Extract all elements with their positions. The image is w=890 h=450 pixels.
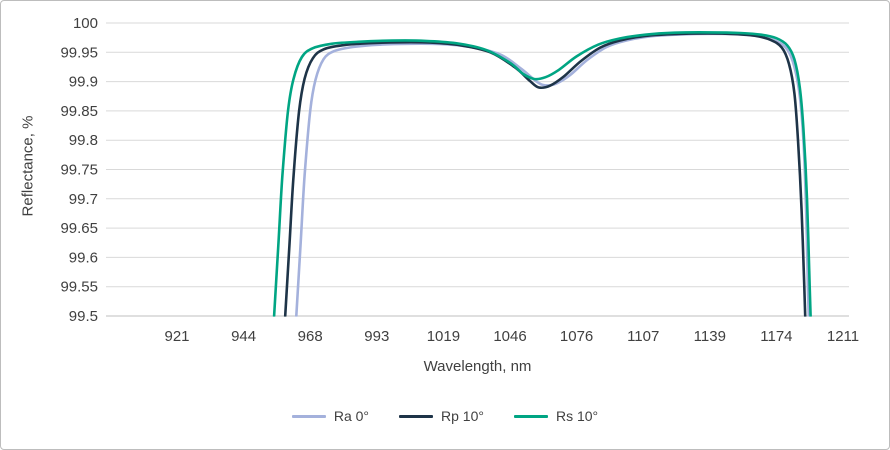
legend-line-swatch-ra xyxy=(291,414,326,418)
x-axis-title: Wavelength, nm xyxy=(423,358,532,375)
x-tick-label: 1019 xyxy=(427,328,460,345)
y-tick-label: 99.75 xyxy=(60,162,98,179)
x-tick-label: 1046 xyxy=(493,328,526,345)
y-tick-label: 99.65 xyxy=(60,220,98,237)
x-tick-label: 1107 xyxy=(627,328,659,345)
legend-label-rs: Rs 10° xyxy=(555,408,599,424)
x-tick-label: 1139 xyxy=(694,328,726,345)
x-tick-label: 921 xyxy=(164,328,189,345)
x-tick-label: 944 xyxy=(231,328,256,345)
y-tick-label: 99.5 xyxy=(69,308,98,325)
y-tick-label: 99.7 xyxy=(69,191,98,208)
legend-item-ra-0: Ra 0° xyxy=(291,408,370,424)
series-line-ra-0- xyxy=(295,32,811,317)
x-tick-label: 968 xyxy=(298,328,323,345)
series-line-rp-10- xyxy=(283,32,807,317)
y-tick-label: 99.85 xyxy=(60,103,98,120)
legend-label-ra: Ra 0° xyxy=(333,408,370,424)
x-tick-label: 1211 xyxy=(827,328,859,345)
series-line-rs-10- xyxy=(272,31,812,317)
y-tick-label: 99.6 xyxy=(69,249,98,266)
y-axis-title: Reflectance, % xyxy=(19,115,37,217)
x-tick-label: 1174 xyxy=(760,328,792,345)
legend: Ra 0° Rp 10° Rs 10° xyxy=(1,408,889,424)
x-tick-label: 993 xyxy=(364,328,389,345)
legend-line-swatch-rp xyxy=(399,414,434,418)
x-tick-label: 1076 xyxy=(560,328,593,345)
y-tick-label: 99.9 xyxy=(69,74,98,91)
legend-item-rs-10: Rs 10° xyxy=(513,408,599,424)
y-tick-label: 99.55 xyxy=(60,279,98,296)
y-tick-label: 99.95 xyxy=(60,44,98,61)
legend-line-swatch-rs xyxy=(513,414,548,418)
y-tick-label: 100 xyxy=(73,15,98,32)
legend-label-rp: Rp 10° xyxy=(441,408,484,424)
y-tick-label: 99.8 xyxy=(69,132,98,149)
legend-item-rp-10: Rp 10° xyxy=(399,408,484,424)
